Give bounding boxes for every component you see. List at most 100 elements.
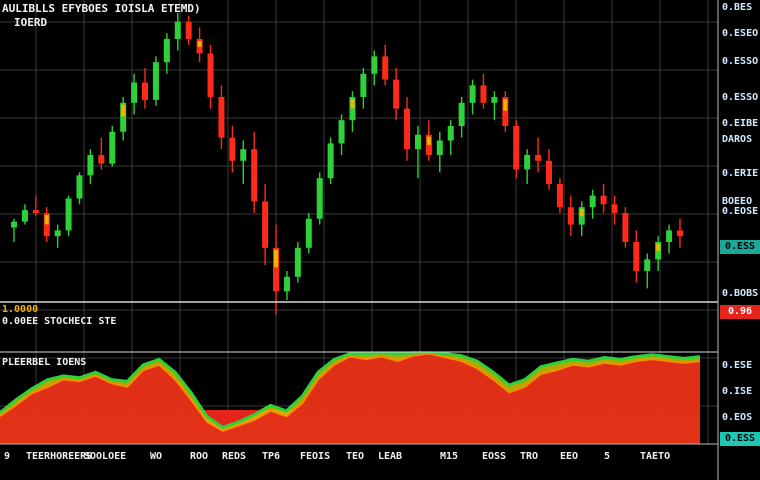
- indicator-tick-label: 0.ESE: [722, 360, 753, 371]
- candle-body: [229, 137, 236, 161]
- candle-body: [404, 108, 411, 150]
- candle-body: [502, 97, 509, 126]
- candle-body: [491, 97, 498, 103]
- chart-title: AULIBLLS EFYBOES IOISLA ETEMD): [2, 2, 201, 15]
- time-tick-label: TEO: [346, 451, 365, 462]
- candle-body: [76, 175, 83, 199]
- candle-body: [283, 276, 290, 292]
- candle-body: [87, 155, 94, 176]
- time-tick-label: TAETO: [640, 451, 671, 462]
- candle-body: [43, 213, 50, 237]
- candle-body: [207, 53, 214, 97]
- candle-body: [556, 184, 563, 208]
- time-tick-label: M15: [440, 451, 459, 462]
- candle-body: [32, 210, 39, 213]
- candle-body: [545, 160, 552, 184]
- indicator-tick-label: 0.ISE: [722, 386, 753, 397]
- candle-body: [425, 134, 432, 155]
- time-tick-label: TP6: [262, 451, 281, 462]
- candle-body: [524, 155, 531, 170]
- candle-body: [622, 213, 629, 242]
- candle-body: [54, 230, 61, 237]
- candle-highlight: [350, 99, 355, 109]
- current-price-green-box: 0.ESS: [720, 240, 760, 254]
- chart-subtitle: IOERD: [14, 16, 48, 29]
- candle-highlight: [503, 99, 508, 111]
- candle-body: [11, 221, 17, 228]
- candle-body: [174, 21, 181, 39]
- candle-body: [600, 195, 607, 205]
- main-lower-value: 1.0000: [2, 304, 39, 315]
- main-lower-label: 0.00EE STOCHECI STE: [2, 316, 117, 327]
- candle-highlight: [579, 209, 584, 217]
- candle-highlight: [44, 215, 49, 225]
- time-tick-label: LEAB: [378, 451, 403, 462]
- candle-body: [305, 218, 312, 248]
- candle-body: [294, 247, 301, 277]
- current-price-red-box: 0.96: [720, 305, 760, 319]
- candle-body: [677, 230, 683, 237]
- time-tick-label: TRO: [520, 451, 539, 462]
- time-tick-label: SOOLOEE: [84, 451, 127, 462]
- time-tick-label: 5: [604, 451, 611, 462]
- candle-body: [458, 102, 465, 126]
- indicator-teal-box: 0.ESS: [720, 432, 760, 446]
- time-tick-label: TEERHOREERS: [26, 451, 93, 462]
- price-tick-label: 0.BOBS: [722, 288, 759, 299]
- price-tick-label: BOEEO: [722, 196, 753, 207]
- candle-body: [567, 207, 574, 225]
- indicator-lower-line: [0, 353, 701, 432]
- candle-body: [535, 155, 542, 161]
- candle-body: [142, 82, 149, 100]
- candle-body: [666, 230, 673, 242]
- candle-highlight: [121, 104, 126, 117]
- candle-body: [469, 85, 476, 103]
- candle-body: [163, 39, 170, 63]
- candle-body: [633, 242, 640, 271]
- time-tick-label: FEOIS: [300, 451, 331, 462]
- time-tick-label: WO: [150, 451, 163, 462]
- time-tick-label: EEO: [560, 451, 579, 462]
- candle-body: [327, 143, 334, 179]
- price-tick-label: DAROS: [722, 134, 753, 145]
- indicator-title: PLEERBEL IOENS: [2, 357, 87, 368]
- candle-body: [316, 178, 323, 219]
- candle-body: [371, 56, 378, 74]
- candle-body: [21, 210, 28, 222]
- candle-body: [414, 134, 421, 150]
- candle-body: [240, 149, 247, 161]
- candle-body: [382, 56, 389, 80]
- candle-body: [251, 149, 258, 202]
- candle-body: [338, 120, 345, 144]
- candle-body: [360, 73, 367, 97]
- candle-highlight: [197, 41, 202, 47]
- candle-body: [644, 259, 651, 271]
- price-tick-label: 0.EOSE: [722, 206, 759, 217]
- candle-body: [436, 140, 443, 155]
- candle-body: [185, 21, 192, 39]
- price-tick-label: 0.ESSO: [722, 56, 759, 67]
- time-tick-label: REDS: [222, 451, 247, 462]
- candle-body: [152, 62, 159, 100]
- time-tick-label: EOSS: [482, 451, 507, 462]
- price-tick-label: 0.ERIE: [722, 168, 759, 179]
- indicator-lower-fill: [0, 353, 700, 444]
- candle-body: [98, 155, 105, 164]
- candle-highlight: [656, 244, 661, 251]
- candle-body: [109, 131, 116, 164]
- indicator-tick-label: 0.EOS: [722, 412, 753, 423]
- candle-highlight: [426, 136, 431, 145]
- candle-highlight: [274, 249, 279, 268]
- price-tick-label: 0.ESEO: [722, 28, 759, 39]
- candle-body: [611, 204, 618, 213]
- candle-body: [65, 198, 72, 231]
- candle-body: [589, 195, 596, 208]
- price-tick-label: 0.EIBE: [722, 118, 759, 129]
- candle-body: [262, 201, 269, 248]
- candle-body: [131, 82, 138, 103]
- candle-body: [393, 79, 400, 109]
- candle-body: [480, 85, 487, 103]
- candle-body: [349, 97, 356, 121]
- time-tick-label: 9: [4, 451, 11, 462]
